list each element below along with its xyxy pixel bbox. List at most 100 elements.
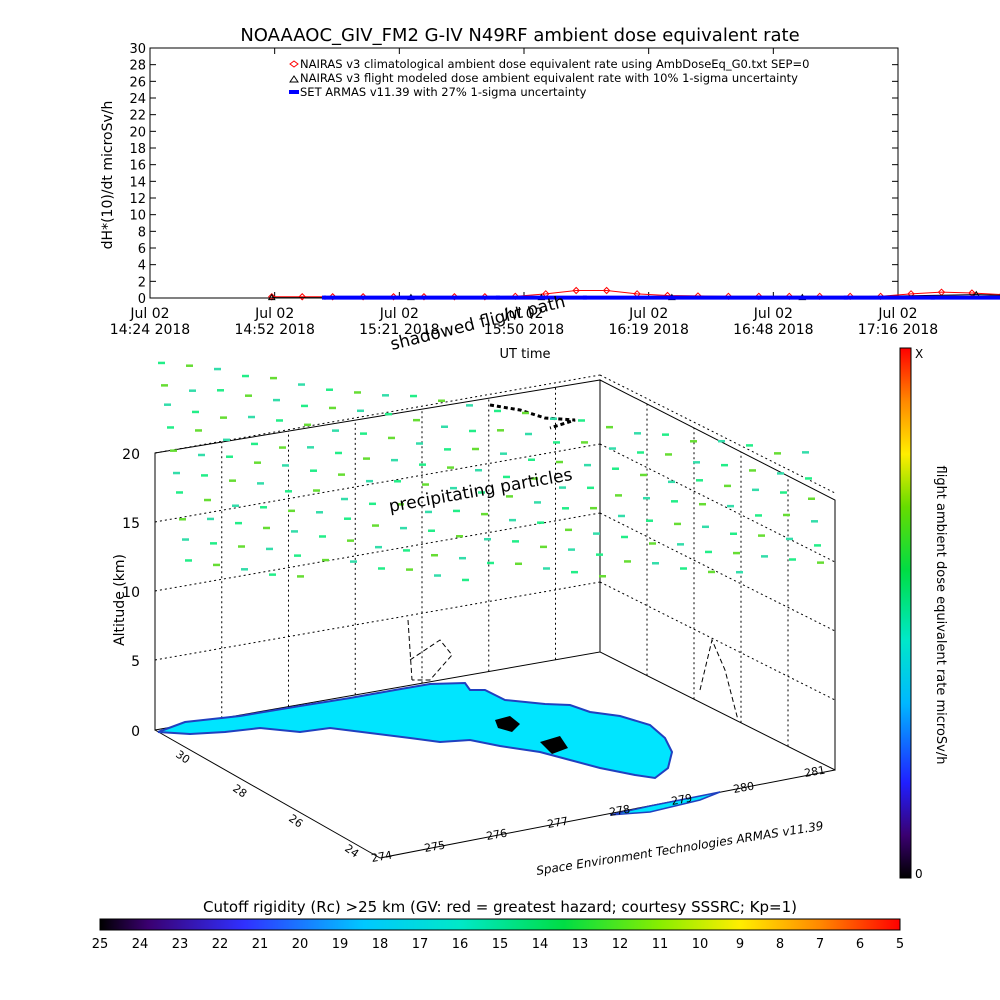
y-tick-label: 6	[138, 242, 146, 257]
colorbar-tick-label: 25	[92, 937, 109, 952]
y-tick-label: 12	[129, 192, 146, 207]
x-tick-time: 16:48 2018	[733, 322, 813, 338]
lon-tick-label: 279	[670, 792, 693, 808]
data-point	[298, 293, 306, 301]
y-tick-label: 8	[138, 225, 146, 240]
back-wall-right	[599, 379, 836, 771]
colorbar-tick-label: 16	[452, 937, 469, 952]
x-tick-time: 15:21 2018	[359, 322, 439, 338]
y-tick-label: 18	[129, 142, 146, 157]
lon-tick-label: 275	[423, 839, 446, 855]
legend-marker-nairas-flight	[289, 75, 299, 83]
floor-edge-lat	[154, 729, 381, 859]
data-point	[843, 295, 848, 300]
x-tick-time: 15:50 2018	[484, 322, 564, 338]
y-tick-label: 2	[138, 275, 146, 290]
lat-tick-label: 24	[342, 842, 361, 861]
lat-axis-ticks: 30 28 26 24	[173, 748, 361, 861]
right-colorbar-bottom-label: 0	[915, 867, 923, 881]
y-tick-label: 24	[129, 92, 146, 107]
y-tick-label: 30	[129, 42, 146, 57]
legend-label-nairas-flight: NAIRAS v3 flight modeled dose ambient eq…	[300, 71, 798, 85]
lat-tick-label: 26	[286, 812, 305, 831]
y-tick-label: 14	[129, 175, 146, 190]
y-tick-label: 26	[129, 75, 146, 90]
lon-tick-label: 277	[546, 815, 569, 831]
legend-label-armas: SET ARMAS v11.39 with 27% 1-sigma uncert…	[300, 85, 587, 99]
x-axis-label: UT time	[500, 347, 551, 362]
colorbar-tick-label: 13	[572, 937, 589, 952]
series-group	[267, 286, 1000, 301]
y-tick-label: 0	[138, 292, 146, 307]
figure-title: NOAAAOC_GIV_FM2 G-IV N49RF ambient dose …	[240, 25, 799, 46]
colorbar-tick-label: 7	[816, 937, 824, 952]
data-point	[937, 288, 946, 296]
x-tick-time: 17:16 2018	[858, 322, 938, 338]
lon-tick-label: 276	[485, 827, 508, 843]
data-point	[756, 295, 761, 300]
x-tick-date: Jul 02	[753, 306, 793, 322]
colorbar-tick-label: 21	[252, 937, 269, 952]
data-point	[582, 295, 587, 300]
y-tick-label: 20	[129, 125, 146, 140]
data-point	[572, 286, 580, 295]
grid-line-left	[154, 581, 601, 661]
grid-line-left	[154, 512, 601, 592]
series-armas	[321, 295, 1000, 300]
y-tick-label: 22	[129, 109, 146, 124]
y-tick-label: 4	[138, 259, 146, 274]
lon-axis-ticks: 274 275 276 277 278 279 280 281	[370, 764, 826, 865]
x-tick-time: 14:24 2018	[110, 322, 190, 338]
colorbar-tick-label: 6	[856, 937, 864, 952]
colorbar-tick-label: 22	[212, 937, 229, 952]
x-tick-date: Jul 02	[503, 306, 543, 322]
data-point	[495, 295, 500, 300]
colorbar-tick-label: 10	[692, 937, 709, 952]
bottom-colorbar-ticks: 25 24 23 22 21 20 19 18 17 16 15 14 13 12 11 10 9 8 7 6 5	[92, 937, 904, 952]
colorbar-tick-label: 19	[332, 937, 349, 952]
z-tick-label: 20	[122, 447, 140, 463]
z-tick-label: 15	[122, 516, 140, 532]
x-tick-date: Jul 02	[129, 306, 169, 322]
grid-line-right	[599, 443, 836, 563]
bottom-colorbar	[99, 918, 901, 931]
grid-line-right	[599, 374, 836, 494]
colorbar-tick-label: 9	[736, 937, 744, 952]
data-point	[268, 293, 276, 301]
grid-line-right	[599, 512, 836, 632]
data-point	[321, 295, 326, 300]
lon-tick-label: 281	[803, 764, 826, 780]
y-tick-label: 10	[129, 209, 146, 224]
lake-shadow	[495, 716, 520, 732]
colorbar-tick-label: 8	[776, 937, 784, 952]
z-axis-label: Altitude (km)	[112, 554, 128, 646]
colorbar-tick-label: 20	[292, 937, 309, 952]
z-tick-label: 0	[131, 724, 140, 740]
legend-marker-nairas-clim	[289, 60, 299, 68]
colorbar-tick-label: 24	[132, 937, 149, 952]
lat-tick-label: 30	[173, 748, 192, 767]
data-point	[930, 295, 935, 300]
x-tick-time: 14:52 2018	[234, 322, 314, 338]
flight-path-dashed-1	[407, 619, 453, 681]
legend-label-nairas-clim: NAIRAS v3 climatological ambient dose eq…	[300, 57, 809, 71]
lat-tick-label: 28	[230, 782, 249, 801]
data-point	[267, 293, 276, 301]
flight-path-dashed-2	[699, 638, 739, 721]
right-colorbar-label: flight ambient dose equivalent rate micr…	[933, 466, 948, 765]
colorbar-tick-label: 17	[412, 937, 429, 952]
colorbar-tick-label: 15	[492, 937, 509, 952]
scene-gridlines	[154, 374, 836, 747]
x-tick-time: 16:19 2018	[608, 322, 688, 338]
colorbar-tick-label: 18	[372, 937, 389, 952]
lon-tick-label: 278	[608, 803, 631, 819]
y-axis-label: dH*(10)/dt microSv/h	[100, 101, 116, 250]
lon-tick-label: 280	[732, 780, 755, 796]
colorbar-tick-label: 5	[896, 937, 904, 952]
shadow-path-top	[489, 403, 576, 430]
florida-landmass	[157, 681, 674, 780]
particle-markers	[158, 361, 824, 582]
